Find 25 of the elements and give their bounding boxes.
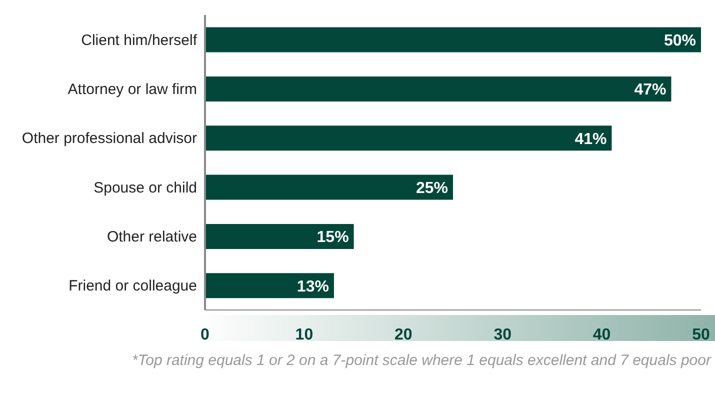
x-tick-label: 30 (494, 326, 512, 344)
y-tick-label: Friend or colleague (68, 278, 197, 295)
bar (205, 76, 672, 102)
y-tick-label: Client him/herself (81, 32, 198, 49)
text: *Top rating equals 1 or 2 on a 7-point scale where 1 equals excellent and 7 equals poor (132, 352, 711, 369)
data-label: 15% (316, 229, 349, 246)
x-tick-label: 50 (692, 326, 710, 344)
bar (205, 273, 334, 298)
x-tick-label: 10 (295, 326, 314, 344)
data-label: 47% (634, 82, 666, 99)
bar (205, 27, 701, 52)
bar (205, 174, 453, 200)
bar (205, 224, 354, 249)
y-tick-label: Other relative (106, 228, 197, 246)
x-tick-label: 0 (200, 326, 210, 344)
x-tick-label: 40 (592, 326, 611, 344)
data-label: 41% (574, 130, 607, 148)
data-label: 50% (664, 32, 696, 50)
y-tick-label: Other professional advisor (22, 130, 197, 148)
bar (205, 126, 612, 151)
y-tick-label: Attorney or law firm (68, 81, 197, 98)
y-tick-label: Spouse or child (94, 179, 197, 196)
data-label: 25% (416, 180, 448, 197)
data-label: 13% (296, 278, 329, 296)
x-tick-label: 20 (394, 326, 412, 344)
